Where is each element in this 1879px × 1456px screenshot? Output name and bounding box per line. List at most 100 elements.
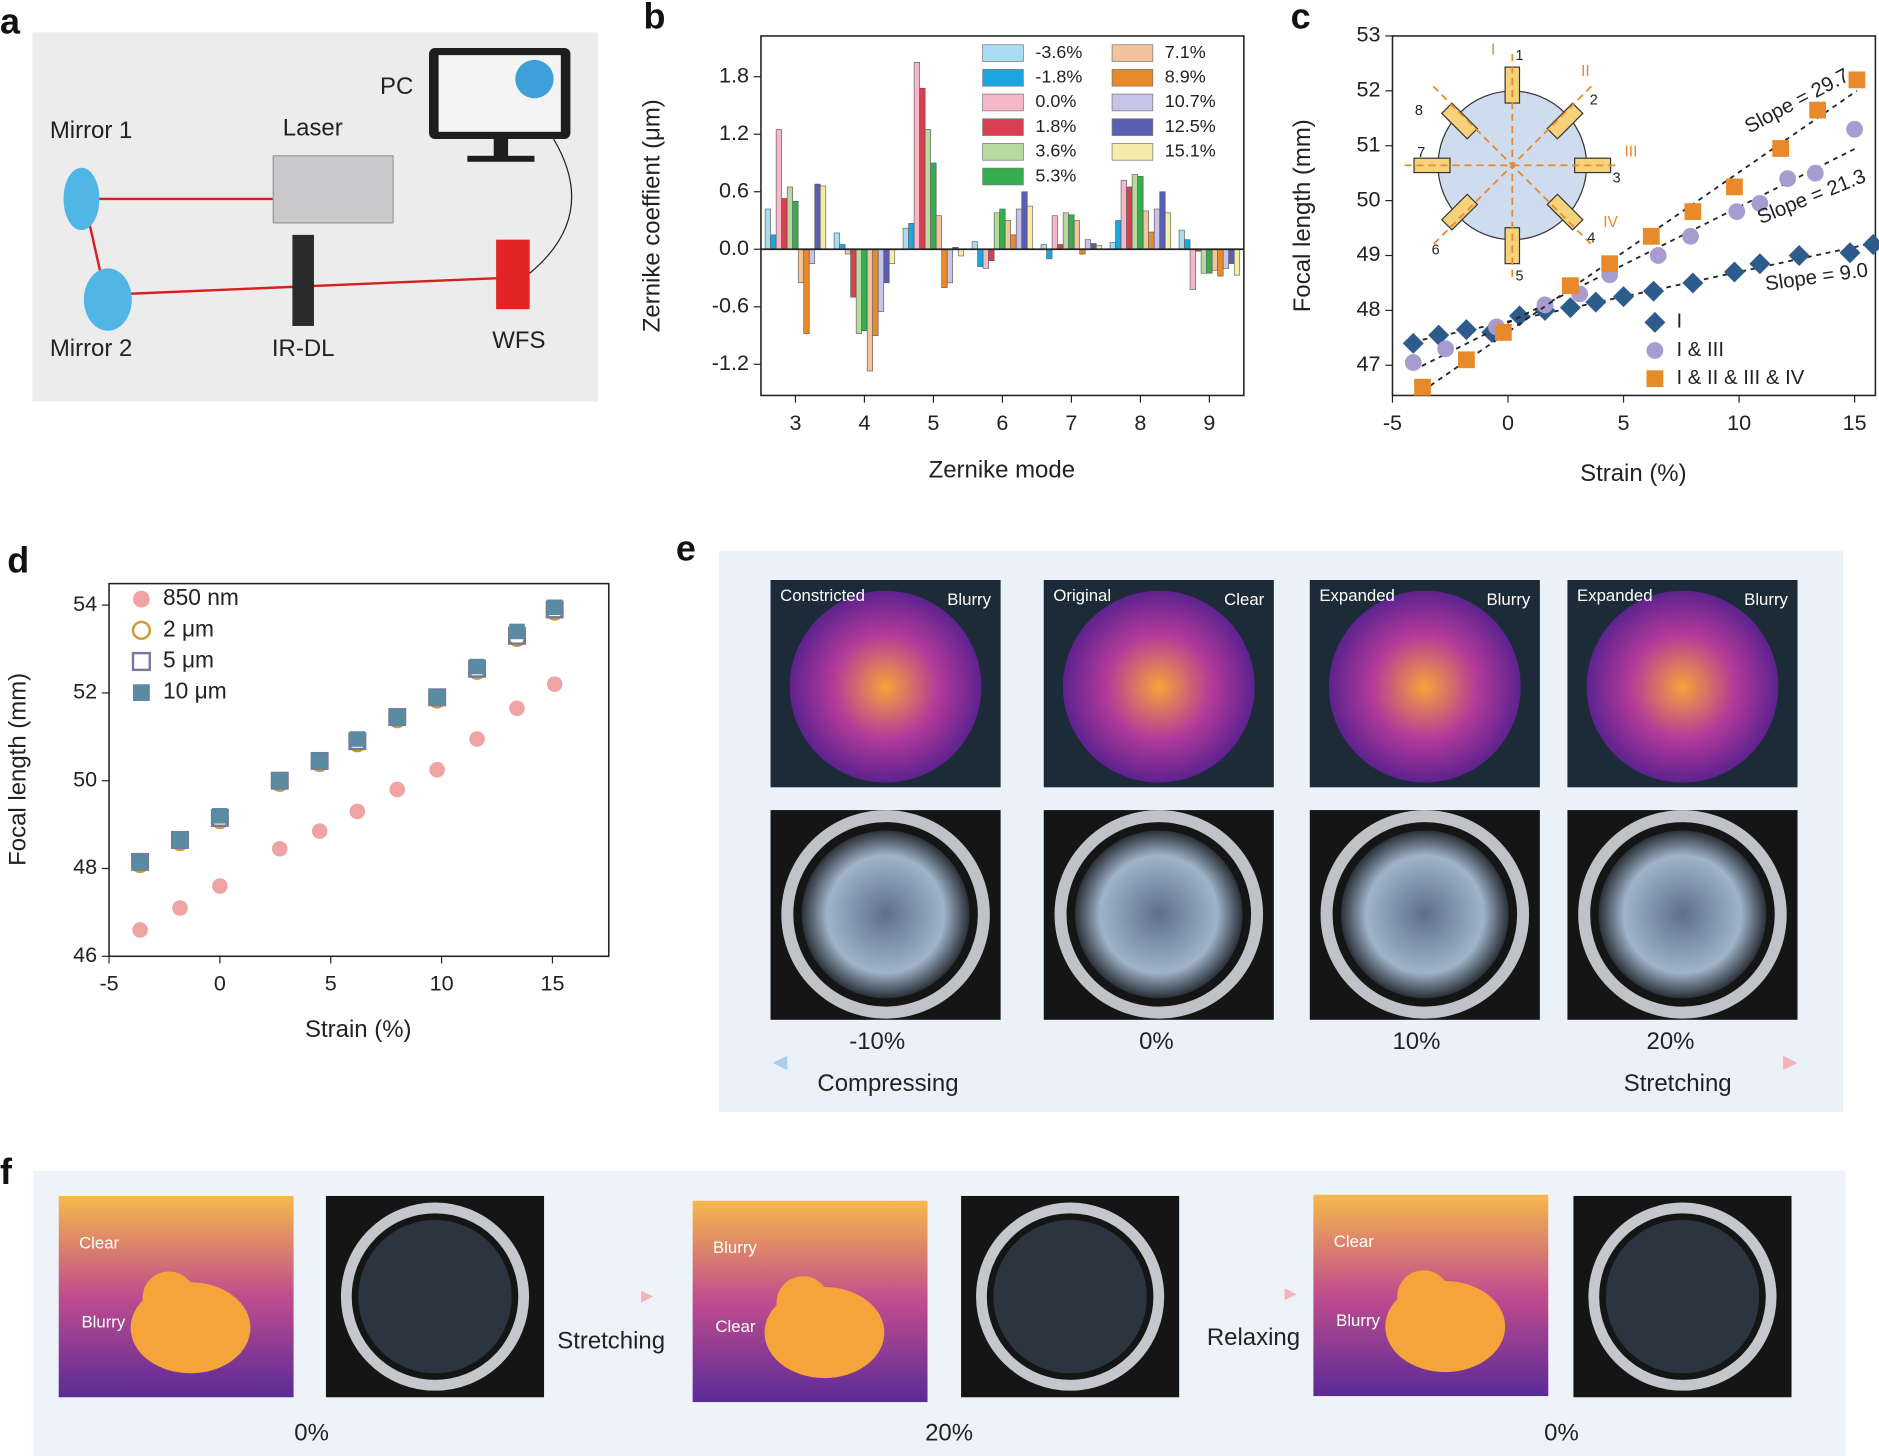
inset-label: 7 <box>1417 145 1425 161</box>
setup-label: IR-DL <box>272 335 335 362</box>
bar <box>855 248 862 334</box>
wavefront <box>515 59 554 99</box>
legend-label: -3.6% <box>1035 42 1082 62</box>
x-axis-label: Strain (%) <box>1580 460 1686 487</box>
bar <box>1148 231 1155 250</box>
legend-swatch <box>1111 93 1154 112</box>
image-caption: Original <box>1053 586 1111 605</box>
inset-label: III <box>1624 143 1637 160</box>
point <box>389 709 406 725</box>
point <box>1643 280 1665 302</box>
arrow-label: Stretching <box>1624 1070 1732 1097</box>
x-tick-label: -5 <box>1383 410 1402 435</box>
bar <box>1184 239 1191 250</box>
bar <box>797 248 805 284</box>
lens <box>1605 1219 1760 1374</box>
point <box>1779 170 1796 188</box>
y-tick-label: 0.6 <box>719 177 749 202</box>
point <box>509 700 525 717</box>
action-label: Relaxing <box>1207 1324 1300 1351</box>
thermal-spot <box>1586 590 1779 783</box>
x-tick-label: 0 <box>1502 410 1514 435</box>
x-tick-label: 10 <box>1727 410 1751 435</box>
bar <box>1200 248 1207 274</box>
inset-label: 3 <box>1613 170 1621 186</box>
x-tick-label: 5 <box>1618 410 1630 435</box>
image-caption: Blurry <box>713 1238 757 1257</box>
bar <box>775 129 782 250</box>
plot-frame <box>108 582 610 958</box>
annotation: Slope = 29.7 <box>1741 65 1853 138</box>
lens-ring <box>1578 810 1787 1019</box>
x-tick-label: 7 <box>1065 410 1077 435</box>
bar <box>872 248 879 336</box>
action-label: Stretching <box>557 1327 665 1354</box>
point <box>172 832 188 848</box>
bar <box>935 215 943 250</box>
bar <box>930 162 937 250</box>
image-caption: Expanded <box>1319 586 1395 605</box>
bar <box>861 248 868 332</box>
y-tick-label: 50 <box>73 766 97 791</box>
y-axis-label: Focal length (mm) <box>1289 119 1316 312</box>
lens-ring <box>340 1202 530 1391</box>
bar <box>808 248 816 264</box>
arrow-head <box>641 1290 654 1303</box>
point <box>1585 291 1607 313</box>
y-tick-label: 48 <box>1357 296 1381 321</box>
inset-label: 5 <box>1515 269 1523 285</box>
point <box>1402 332 1424 354</box>
strain-label: 20% <box>1647 1028 1695 1055</box>
legend-label: -1.8% <box>1035 67 1082 87</box>
bar <box>866 248 874 372</box>
arrow-head <box>772 1055 788 1071</box>
bar <box>957 248 965 257</box>
bar <box>1126 186 1133 250</box>
lens-ring <box>781 810 990 1019</box>
point <box>349 803 366 820</box>
lens <box>1340 830 1509 999</box>
setup-label: Mirror 2 <box>50 335 133 362</box>
thermal-spot <box>1328 590 1521 783</box>
bar <box>850 248 857 298</box>
strain-label: 20% <box>925 1420 973 1447</box>
lens <box>1074 830 1243 999</box>
legend-label: I & III <box>1676 339 1724 361</box>
legend-label: I <box>1676 311 1682 333</box>
point <box>1642 227 1660 245</box>
x-tick-label: 5 <box>927 410 939 435</box>
bar <box>1137 176 1144 250</box>
bar <box>1164 212 1172 250</box>
bar <box>1153 208 1161 250</box>
bar <box>1051 215 1058 250</box>
thermal-spot <box>1062 590 1255 783</box>
image-caption: Blurry <box>81 1312 125 1331</box>
bar <box>1228 248 1235 264</box>
point <box>1788 245 1810 266</box>
y-tick-label: 1.8 <box>719 62 749 87</box>
strain-label: 0% <box>294 1420 329 1447</box>
legend-label: 15.1% <box>1165 141 1216 161</box>
point <box>429 689 445 706</box>
legend-marker <box>1644 311 1666 333</box>
setup-label: Laser <box>283 115 343 142</box>
point <box>1726 178 1743 196</box>
bar <box>814 183 821 250</box>
arm <box>1546 193 1584 231</box>
point <box>1414 378 1431 396</box>
bar <box>1131 174 1138 250</box>
legend-label: 1.8% <box>1035 116 1076 136</box>
bar <box>877 248 885 312</box>
point <box>1455 319 1477 341</box>
bar <box>883 248 890 284</box>
bar <box>919 87 926 250</box>
y-tick-label: -0.6 <box>712 292 749 317</box>
legend-label: 2 μm <box>163 615 214 641</box>
point <box>546 676 563 692</box>
image-caption: Clear <box>715 1317 755 1336</box>
bar <box>1109 242 1116 250</box>
y-tick-label: 52 <box>73 679 97 704</box>
image-caption: Clear <box>79 1233 119 1252</box>
point <box>1682 272 1704 294</box>
